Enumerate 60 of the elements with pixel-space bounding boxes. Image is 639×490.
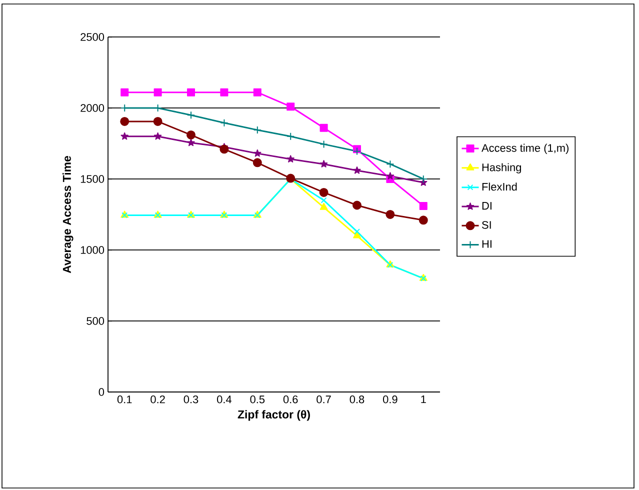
point [187,88,196,96]
point [187,138,195,146]
y-tick-label: 1000 [80,246,104,254]
x-tick-label: 0.3 [184,396,198,404]
point [220,144,229,154]
x-tick-label: 0.6 [283,396,298,404]
point [352,200,362,210]
point [353,166,361,174]
point [252,158,262,168]
point [187,111,196,120]
legend-label: DI [482,202,492,210]
x-axis-title: Zipf factor (θ) [238,410,310,421]
point [186,130,196,140]
point [286,132,295,140]
legend-label: Access time (1,m) [482,144,568,154]
point [120,132,128,140]
x-tick-label: 0.5 [250,396,265,404]
point [120,116,130,126]
point [320,160,328,168]
point [154,88,162,96]
y-tick-label: 2000 [80,104,104,112]
x-tick-label: 0.8 [350,396,364,404]
point [419,174,428,183]
point [220,118,228,127]
point [120,88,129,96]
y-tick-label: 1500 [80,175,104,183]
legend-label: FlexInd [482,182,517,191]
x-tick-label: 0.1 [117,396,132,404]
x-tick-label: 0.4 [217,396,232,404]
y-tick-label: 0 [98,388,104,396]
point [153,116,162,126]
x-tick-label: 0.9 [383,396,398,404]
y-axis-title: Average Access Time [62,156,74,274]
y-tick-label: 2500 [80,33,104,41]
point [353,231,361,238]
x-tick-label: 1 [421,396,426,404]
point [418,216,428,225]
point [386,160,394,168]
x-tick-label: 0.7 [316,396,331,404]
point [319,188,328,197]
legend-label: Hashing [482,163,521,174]
point [386,172,394,180]
legend-label: SI [482,221,491,229]
x-tick-label: 0.2 [150,396,165,404]
point [320,202,328,210]
point [254,149,262,157]
point [419,202,428,210]
point [286,155,294,162]
point [253,88,262,96]
point [253,126,262,134]
point [320,197,327,204]
legend-label: HI [482,240,492,248]
point [320,140,328,148]
point [220,88,228,96]
point [154,132,162,140]
y-tick-label: 500 [86,317,104,325]
point [354,228,360,234]
point [320,124,328,132]
point [286,102,295,111]
point [386,210,395,219]
